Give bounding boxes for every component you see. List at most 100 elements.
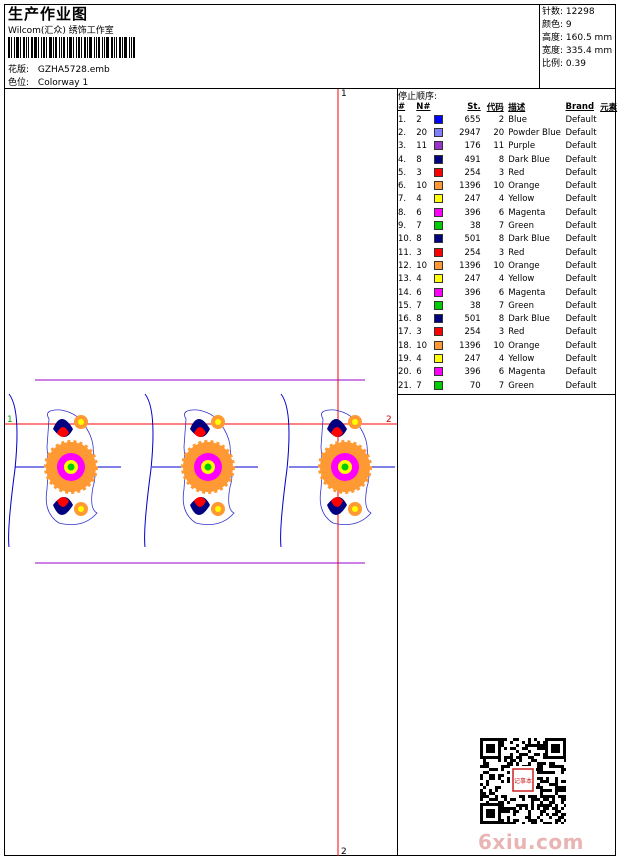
qr-module <box>552 771 555 774</box>
col-code: 代码 <box>486 102 504 113</box>
qr-module <box>486 801 489 804</box>
row-description: Dark Blue <box>508 314 550 325</box>
table-row: 2. 20 2947 20 Powder Blue Default <box>398 126 620 139</box>
qr-module <box>486 771 489 774</box>
qr-module <box>501 744 504 747</box>
barcode-bar <box>11 37 12 58</box>
qr-module <box>516 744 519 747</box>
row-element <box>600 140 620 153</box>
leaf-bottom-inner <box>331 497 343 507</box>
sunflower-center <box>341 463 349 471</box>
qr-module <box>549 816 552 819</box>
color-swatch <box>433 154 443 164</box>
row-needle: 20 <box>416 127 428 138</box>
qr-module <box>483 765 486 768</box>
qr-module <box>513 798 516 801</box>
table-row: 21. 7 70 7 Green Default <box>398 379 620 392</box>
row-brand: Default <box>565 340 597 351</box>
row-description: Yellow <box>508 194 535 205</box>
row-needle: 10 <box>416 181 428 192</box>
color-sequence-table: # N# St. 代码 描述 Brand 元素 1. 2 655 2 Blue Defau… <box>398 100 620 392</box>
qr-code[interactable]: 记事本 <box>480 738 566 824</box>
qr-module <box>507 777 510 780</box>
qr-module <box>564 759 566 762</box>
row-description: Green <box>508 300 534 311</box>
qr-module <box>480 783 483 786</box>
qr-module <box>564 798 566 801</box>
qr-module <box>537 768 540 771</box>
color-swatch <box>433 340 443 350</box>
qr-module <box>522 795 525 798</box>
qr-module <box>537 816 540 819</box>
barcode-bar <box>129 37 130 58</box>
qr-module <box>483 795 486 798</box>
qr-module <box>510 756 513 759</box>
barcode-bar <box>116 37 117 58</box>
row-brand: Default <box>565 114 597 125</box>
row-stitches: 254 <box>464 247 481 258</box>
qr-module <box>555 792 558 795</box>
row-needle: 7 <box>416 380 422 391</box>
table-row: 7. 4 247 4 Yellow Default <box>398 193 620 206</box>
row-index: 7. <box>398 194 407 205</box>
row-needle: 11 <box>416 141 428 152</box>
row-stitches: 501 <box>464 314 481 325</box>
qr-module <box>549 822 552 824</box>
qr-module <box>552 795 555 798</box>
qr-module <box>501 804 504 807</box>
row-brand: Default <box>565 154 597 165</box>
qr-module <box>534 822 537 824</box>
header-divider <box>4 88 616 89</box>
qr-module <box>564 819 566 822</box>
qr-module <box>522 804 525 807</box>
qr-module <box>492 792 495 795</box>
color-swatch <box>433 314 443 324</box>
col-stitches: St. <box>467 101 481 112</box>
row-stitches: 247 <box>464 353 481 364</box>
qr-module <box>516 819 519 822</box>
design-stats: 针数: 12298 颜色: 9 高度: 160.5 mm 宽度: 335.4 m… <box>542 6 612 71</box>
small-flower-center <box>352 506 358 512</box>
qr-module <box>561 798 564 801</box>
qr-module <box>489 798 492 801</box>
qr-module <box>492 798 495 801</box>
qr-module <box>540 765 543 768</box>
qr-module <box>558 786 561 789</box>
row-stitches: 396 <box>464 207 481 218</box>
barcode-bar <box>8 37 10 58</box>
axis-label-right: 2 <box>386 415 392 425</box>
qr-module <box>531 801 534 804</box>
qr-module <box>504 747 507 750</box>
qr-module <box>510 753 513 756</box>
row-brand: Default <box>565 221 597 232</box>
row-element <box>600 352 620 365</box>
qr-module <box>483 771 486 774</box>
qr-module <box>537 786 540 789</box>
qr-module <box>540 813 543 816</box>
qr-module <box>492 777 495 780</box>
qr-module <box>528 816 531 819</box>
row-index: 1. <box>398 114 407 125</box>
qr-module <box>543 807 546 810</box>
barcode-bar <box>122 37 123 58</box>
row-brand: Default <box>565 367 597 378</box>
qr-module <box>510 762 513 765</box>
page-title: 生产作业图 <box>8 5 89 23</box>
row-index: 10. <box>398 234 412 245</box>
qr-module <box>504 756 507 759</box>
qr-module <box>486 780 489 783</box>
row-needle: 10 <box>416 260 428 271</box>
row-stitches: 2947 <box>459 127 481 138</box>
qr-module <box>516 750 519 753</box>
row-index: 9. <box>398 221 407 232</box>
row-needle: 3 <box>416 247 422 258</box>
qr-module <box>552 762 555 765</box>
col-swatch <box>432 100 451 113</box>
qr-module <box>540 804 543 807</box>
qr-module <box>498 759 501 762</box>
small-flower-center <box>215 506 221 512</box>
qr-module <box>549 801 552 804</box>
qr-module <box>546 807 549 810</box>
row-brand: Default <box>565 380 597 391</box>
qr-module <box>546 804 549 807</box>
